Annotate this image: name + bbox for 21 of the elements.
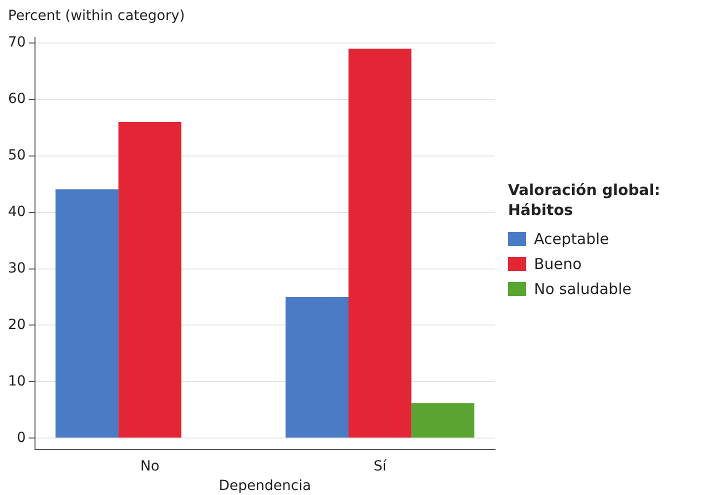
x-axis-title: Dependencia (218, 478, 312, 494)
legend-title: Valoración global: Hábitos (508, 180, 662, 220)
y-tick-label: 30 (8, 260, 26, 276)
y-axis-title: Percent (within category) (8, 8, 185, 24)
bar (56, 189, 118, 438)
bar (286, 297, 349, 438)
y-tick-label: 70 (8, 34, 26, 51)
legend-label: No saludable (534, 280, 632, 298)
x-tick-label: No (140, 458, 160, 474)
legend-label: Bueno (534, 254, 582, 272)
y-tick-label: 10 (8, 373, 26, 390)
y-tick-label: 50 (8, 148, 26, 164)
bar (118, 122, 182, 438)
y-tick-label: 60 (8, 91, 26, 108)
y-tick-label: 20 (8, 316, 26, 333)
y-tick-label: 0 (16, 430, 26, 446)
bar (348, 48, 412, 438)
bar (411, 403, 474, 438)
legend-label: Aceptable (534, 230, 609, 248)
x-tick-label: Sí (374, 458, 388, 474)
y-tick-label: 40 (8, 204, 26, 220)
